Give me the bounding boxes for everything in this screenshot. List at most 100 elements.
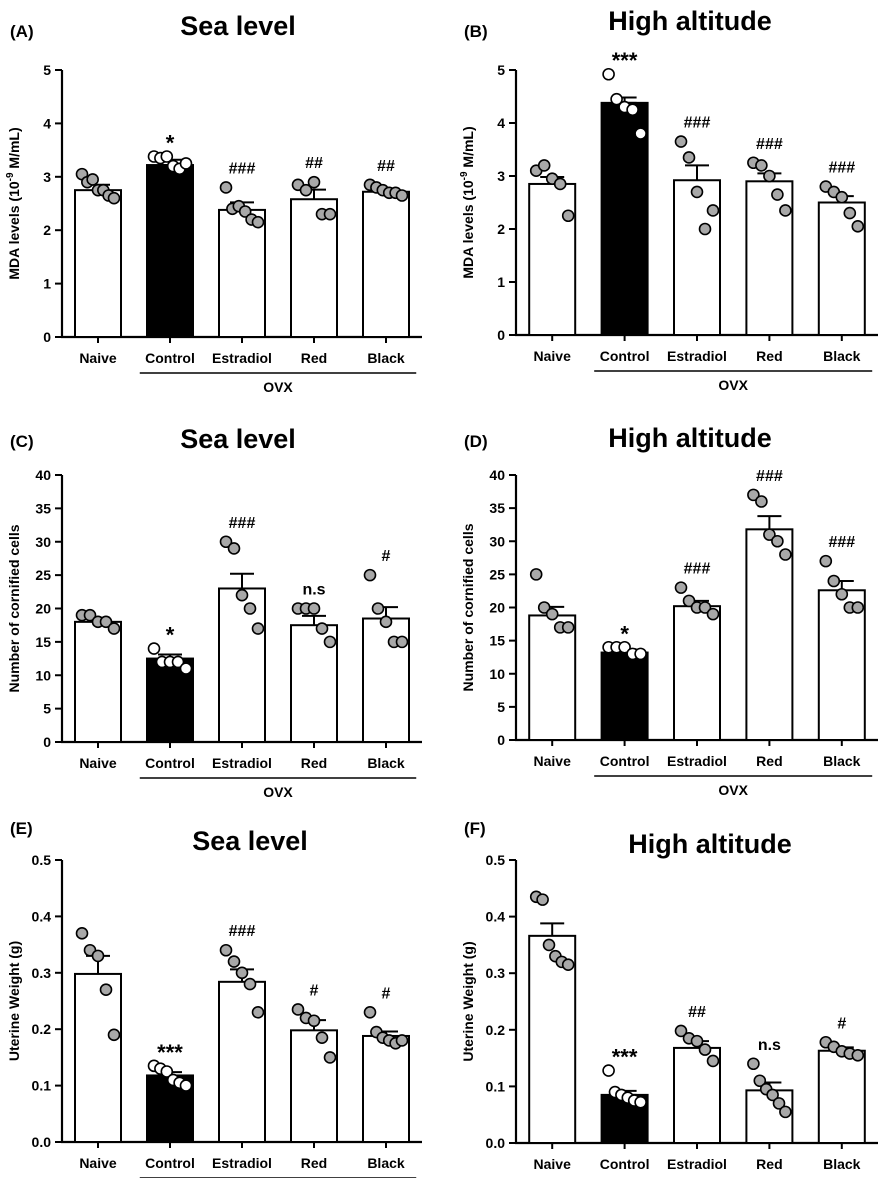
data-point: [763, 169, 776, 183]
significance-label: ###: [229, 515, 256, 532]
category-label: Estradiol: [212, 1155, 272, 1171]
category-label: Control: [145, 350, 195, 366]
data-point: [160, 150, 174, 163]
category-label: Red: [756, 1156, 782, 1172]
significance-label: #: [382, 548, 391, 565]
y-axis-label: Number of cornified cells: [6, 524, 22, 692]
y-tick-label: 4: [43, 115, 51, 131]
data-point: [602, 67, 615, 81]
data-point: [827, 574, 841, 588]
y-tick-label: 0.2: [486, 1022, 506, 1038]
y-tick-label: 3: [497, 168, 505, 184]
significance-label: *: [166, 131, 175, 156]
chart-title: High altitude: [608, 423, 772, 453]
significance-label: ##: [688, 1004, 706, 1021]
data-point: [395, 1034, 409, 1047]
bar-black: [817, 1049, 866, 1144]
data-point: [626, 103, 639, 117]
category-label: Naive: [79, 350, 117, 366]
data-point: [238, 205, 252, 218]
y-tick-label: 0.0: [486, 1135, 506, 1151]
chart-panel-6: (F) High altitude 0.0 0.1 0.2 0.3 0.4 0.5 Uterin…: [460, 819, 878, 1172]
data-point: [698, 601, 712, 614]
y-tick-label: 0: [43, 329, 51, 345]
category-label: Naive: [534, 348, 572, 364]
y-tick-label: 2: [43, 222, 51, 238]
y-tick-label: 5: [43, 701, 51, 717]
bar-estradiol: [218, 208, 266, 339]
data-point: [251, 1005, 265, 1019]
significance-label: n.s: [302, 582, 325, 599]
chart-title: Sea level: [192, 826, 308, 856]
significance-label: ###: [828, 160, 855, 177]
bar-naive: [528, 614, 577, 742]
data-point: [561, 209, 575, 223]
category-label: Control: [600, 348, 650, 364]
data-point: [219, 181, 233, 194]
y-tick-label: 0: [43, 734, 51, 750]
data-point: [747, 1057, 760, 1071]
data-point: [634, 647, 647, 661]
data-point: [251, 215, 265, 229]
data-point: [674, 581, 688, 594]
data-point: [179, 662, 193, 675]
category-label: Red: [301, 755, 327, 771]
data-point: [706, 1054, 720, 1068]
data-point: [395, 635, 409, 649]
y-tick-label: 40: [35, 467, 51, 483]
data-point: [755, 159, 768, 172]
bar-estradiol: [673, 605, 721, 741]
data-point: [763, 528, 776, 541]
data-point: [545, 607, 559, 621]
data-point: [851, 220, 865, 233]
data-point: [835, 587, 849, 601]
significance-label: ***: [612, 1045, 638, 1070]
y-tick-label: 10: [35, 667, 51, 683]
y-axis-label: Uterine Weight (g): [6, 941, 22, 1061]
data-point: [779, 548, 792, 561]
data-point: [779, 204, 792, 217]
data-point: [323, 1051, 337, 1064]
significance-label: ###: [229, 160, 256, 177]
significance-label: ###: [229, 923, 256, 940]
data-point: [674, 135, 688, 148]
y-tick-label: 10: [489, 666, 505, 682]
data-point: [323, 207, 337, 221]
y-tick-label: 40: [489, 467, 505, 483]
y-tick-label: 35: [35, 500, 51, 516]
data-point: [706, 204, 720, 217]
category-label: Control: [600, 1156, 650, 1172]
data-point: [227, 955, 241, 968]
category-label: Red: [756, 753, 782, 769]
data-point: [107, 622, 121, 635]
y-tick-label: 2: [497, 221, 505, 237]
bar-naive: [74, 189, 122, 338]
data-point: [819, 554, 833, 568]
panel-label: (C): [10, 432, 34, 451]
chart-panel-4: (D) High altitude 0 5 10 15 20 25 30 35 40 Number o…: [460, 423, 878, 798]
bar-naive: [74, 620, 122, 743]
y-tick-label: 5: [497, 699, 505, 715]
y-tick-label: 5: [497, 62, 505, 78]
panel-label: (E): [10, 819, 33, 838]
category-label: Estradiol: [667, 348, 727, 364]
data-point: [160, 1065, 174, 1078]
data-point: [243, 977, 257, 991]
y-tick-label: 15: [489, 633, 505, 649]
y-tick-label: 5: [43, 62, 51, 78]
data-point: [771, 534, 784, 548]
y-tick-label: 4: [497, 115, 505, 131]
significance-label: ###: [684, 561, 711, 578]
y-tick-label: 0.3: [32, 965, 52, 981]
y-tick-label: 0: [497, 327, 505, 343]
significance-label: ***: [612, 48, 638, 73]
bar-red: [290, 1029, 338, 1143]
category-label: Control: [600, 753, 650, 769]
category-label: Naive: [79, 1155, 117, 1171]
data-point: [379, 615, 393, 629]
category-label: Control: [145, 755, 195, 771]
data-point: [315, 622, 329, 635]
category-label: Estradiol: [667, 753, 727, 769]
data-point: [618, 640, 631, 654]
